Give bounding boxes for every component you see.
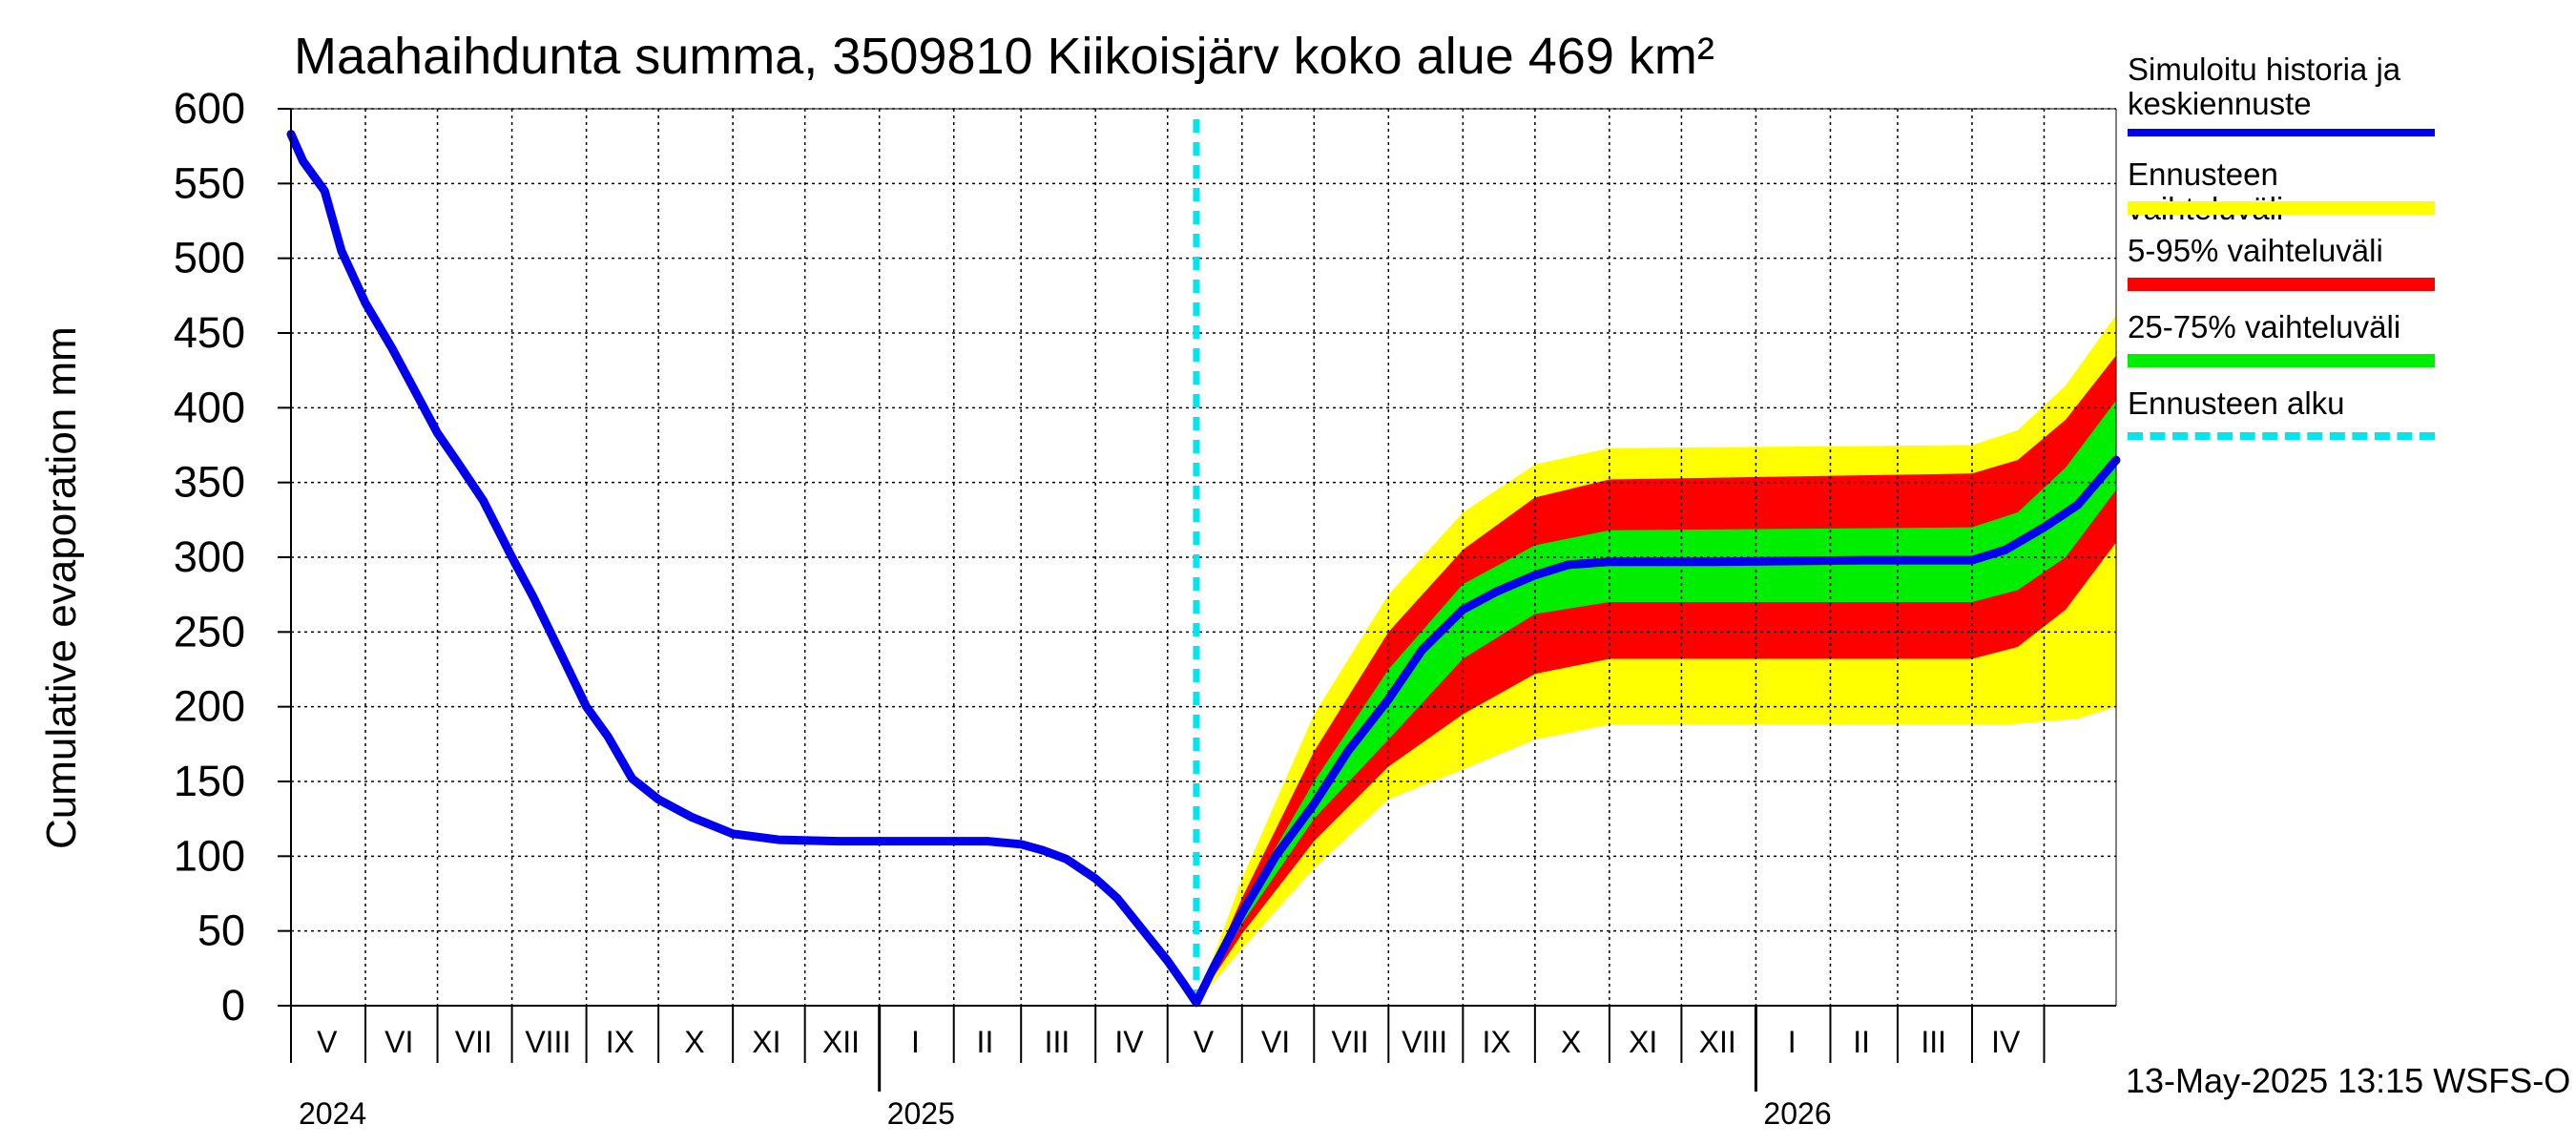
- y-tick-label: 550: [174, 158, 245, 207]
- x-month-label: VI: [1261, 1025, 1290, 1059]
- y-tick-label: 100: [174, 831, 245, 880]
- x-year-label: 2024: [299, 1096, 366, 1131]
- x-month-label: XI: [1629, 1025, 1657, 1059]
- x-month-label: VIII: [1402, 1025, 1447, 1059]
- legend-label-5-95: 5-95% vaihteluväli: [2128, 233, 2383, 268]
- x-month-label: VIII: [525, 1025, 571, 1059]
- x-month-label: III: [1921, 1025, 1946, 1059]
- legend-item-forecast-start: Ennusteen alku: [2128, 385, 2442, 440]
- x-axis-labels: V VI VII VIII IX X XI XII I II III IV V VI VII VIII IX X X…: [290, 1006, 2046, 1131]
- legend-label-simulated: Simuloitu historia ja keskiennuste: [2128, 52, 2401, 121]
- legend-item-forecast-range: Ennusteen vaihteluväli: [2128, 157, 2442, 226]
- legend-label-forecast-start: Ennusteen alku: [2128, 385, 2345, 421]
- forecast-bands: [1195, 315, 2116, 1003]
- chart-lines: [286, 119, 2121, 1008]
- legend-swatch-forecast-range: [2128, 201, 2435, 215]
- legend-item-25-75: 25-75% vaihteluväli: [2128, 309, 2442, 367]
- y-tick-label: 300: [174, 532, 245, 581]
- y-axis-ticks: 0 50 100 150 200 250 300 350 400 450 500 550 600: [174, 84, 291, 1030]
- x-month-label: V: [317, 1025, 338, 1059]
- legend-item-5-95: 5-95% vaihteluväli: [2128, 233, 2442, 291]
- x-month-label: I: [1788, 1025, 1797, 1059]
- x-year-label: 2026: [1763, 1096, 1831, 1131]
- y-tick-label: 0: [221, 981, 245, 1030]
- x-month-label: II: [977, 1025, 994, 1059]
- legend-swatch-5-95: [2128, 278, 2435, 291]
- legend-item-simulated: Simuloitu historia ja keskiennuste: [2128, 52, 2442, 136]
- x-month-label: IX: [1482, 1025, 1510, 1059]
- x-month-label: V: [1194, 1025, 1215, 1059]
- legend-swatch-simulated: [2128, 129, 2435, 136]
- band-3: [1195, 400, 2116, 1003]
- x-month-label: I: [911, 1025, 920, 1059]
- x-month-label: VII: [1331, 1025, 1368, 1059]
- x-month-label: XII: [822, 1025, 860, 1059]
- y-tick-label: 500: [174, 234, 245, 282]
- y-tick-label: 350: [174, 458, 245, 507]
- y-tick-label: 50: [197, 906, 245, 955]
- chart-title: Maahaihdunta summa, 3509810 Kiikoisjärv …: [294, 28, 1714, 85]
- x-month-label: VI: [384, 1025, 413, 1059]
- y-tick-label: 400: [174, 383, 245, 431]
- x-month-label: X: [684, 1025, 704, 1059]
- x-year-label: 2025: [887, 1096, 955, 1131]
- series-line-simulated: [286, 130, 2121, 1008]
- y-tick-label: 200: [174, 682, 245, 731]
- y-tick-label: 600: [174, 84, 245, 133]
- x-month-label: II: [1853, 1025, 1870, 1059]
- x-month-label: IX: [606, 1025, 634, 1059]
- y-tick-label: 150: [174, 757, 245, 805]
- x-month-label: VII: [455, 1025, 492, 1059]
- x-month-label: IV: [1114, 1025, 1144, 1059]
- x-month-label: XI: [752, 1025, 780, 1059]
- legend-swatch-forecast-start: [2128, 432, 2435, 440]
- y-tick-label: 450: [174, 308, 245, 357]
- x-month-label: IV: [1991, 1025, 2021, 1059]
- band-2: [1195, 355, 2116, 1003]
- y-axis-label: Cumulative evaporation mm: [38, 326, 85, 849]
- x-month-label: III: [1045, 1025, 1070, 1059]
- timestamp-footer: 13-May-2025 13:15 WSFS-O: [2126, 1061, 2571, 1100]
- legend-label-25-75: 25-75% vaihteluväli: [2128, 309, 2401, 344]
- y-tick-label: 250: [174, 607, 245, 656]
- legend-swatch-25-75: [2128, 354, 2435, 367]
- legend-label-forecast-range: Ennusteen vaihteluväli: [2128, 156, 2283, 226]
- x-month-label: XII: [1699, 1025, 1736, 1059]
- x-month-label: X: [1561, 1025, 1581, 1059]
